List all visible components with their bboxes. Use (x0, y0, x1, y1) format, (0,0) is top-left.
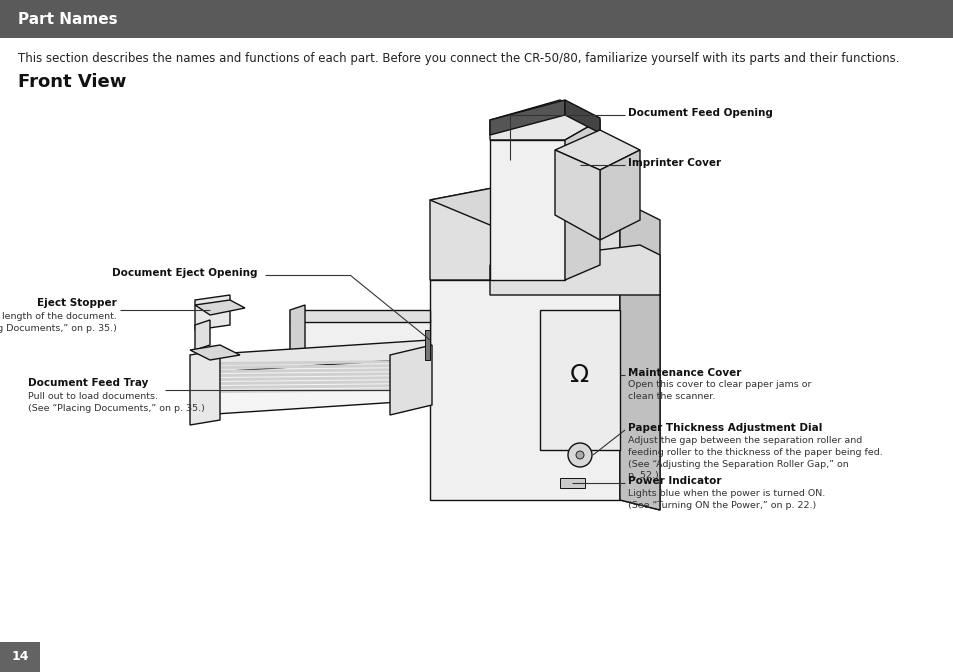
Text: Eject Stopper: Eject Stopper (37, 298, 117, 308)
Polygon shape (564, 100, 599, 133)
Polygon shape (194, 295, 230, 330)
Text: Ω: Ω (570, 363, 589, 387)
Text: Adjust the gap between the separation roller and
feeding roller to the thickness: Adjust the gap between the separation ro… (627, 436, 882, 480)
Polygon shape (200, 355, 430, 415)
Polygon shape (490, 100, 564, 135)
Text: Part Names: Part Names (18, 11, 117, 26)
Text: Maintenance Cover: Maintenance Cover (627, 368, 740, 378)
Polygon shape (490, 140, 564, 280)
Polygon shape (490, 245, 659, 295)
Polygon shape (214, 380, 419, 385)
Polygon shape (194, 300, 245, 315)
Polygon shape (194, 320, 210, 350)
Polygon shape (214, 360, 419, 365)
Polygon shape (564, 120, 599, 280)
Text: Document Feed Tray: Document Feed Tray (28, 378, 149, 388)
Polygon shape (430, 280, 619, 500)
Polygon shape (200, 340, 430, 373)
Polygon shape (214, 368, 419, 373)
Text: This section describes the names and functions of each part. Before you connect : This section describes the names and fun… (18, 52, 899, 65)
Text: Paper Thickness Adjustment Dial: Paper Thickness Adjustment Dial (627, 423, 821, 433)
Polygon shape (599, 150, 639, 240)
Polygon shape (430, 175, 619, 225)
Polygon shape (290, 310, 430, 322)
Polygon shape (555, 150, 599, 240)
Polygon shape (390, 345, 432, 415)
Polygon shape (214, 364, 419, 369)
Polygon shape (214, 372, 419, 377)
Polygon shape (190, 350, 220, 425)
Text: Open this cover to clear paper jams or
clean the scanner.: Open this cover to clear paper jams or c… (627, 380, 811, 401)
Polygon shape (214, 376, 419, 381)
FancyBboxPatch shape (0, 0, 953, 38)
Text: Document Eject Opening: Document Eject Opening (112, 268, 257, 278)
Polygon shape (619, 280, 659, 510)
Circle shape (567, 443, 592, 467)
Polygon shape (430, 175, 619, 280)
Circle shape (576, 451, 583, 459)
Polygon shape (619, 200, 659, 510)
Text: Power Indicator: Power Indicator (627, 476, 720, 486)
Polygon shape (190, 345, 240, 360)
Polygon shape (539, 310, 619, 450)
Polygon shape (559, 478, 584, 488)
Polygon shape (290, 320, 430, 365)
FancyBboxPatch shape (0, 642, 40, 672)
Text: 14: 14 (11, 650, 29, 663)
Text: Front View: Front View (18, 73, 126, 91)
Polygon shape (555, 130, 639, 170)
Text: Pull out to load documents.
(See “Placing Documents,” on p. 35.): Pull out to load documents. (See “Placin… (28, 392, 205, 413)
Polygon shape (490, 100, 599, 140)
Polygon shape (290, 305, 305, 370)
Text: Document Feed Opening: Document Feed Opening (627, 108, 772, 118)
Text: Lights blue when the power is turned ON.
(See “Turning ON the Power,” on p. 22.): Lights blue when the power is turned ON.… (627, 489, 824, 510)
Polygon shape (214, 388, 419, 393)
Polygon shape (214, 384, 419, 389)
Polygon shape (424, 330, 430, 360)
Text: Imprinter Cover: Imprinter Cover (627, 158, 720, 168)
Text: Adjust to match the length of the document.
(See “Placing Documents,” on p. 35.): Adjust to match the length of the docume… (0, 312, 117, 333)
